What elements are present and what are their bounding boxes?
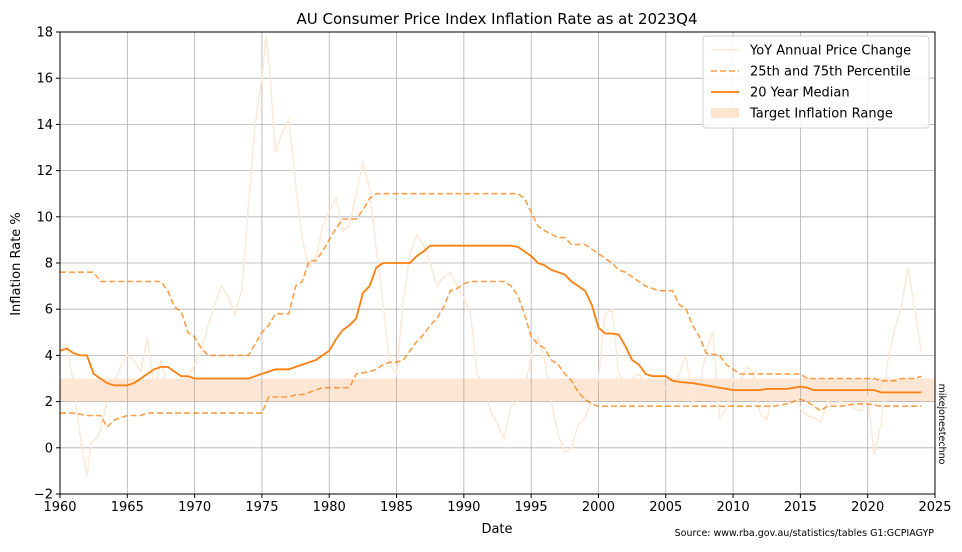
x-tick-label: 1965	[111, 500, 144, 515]
series-75th-percentile-line	[60, 192, 922, 382]
x-tick-label: 2025	[918, 500, 951, 515]
x-tick-label: 1980	[313, 500, 346, 515]
x-tick-label: 2000	[582, 500, 615, 515]
legend-label: 20 Year Median	[750, 86, 850, 101]
target-band	[60, 378, 935, 402]
x-tick-label: 1990	[447, 500, 480, 515]
legend-label: 25th and 75th Percentile	[750, 65, 911, 80]
series-25th-percentile-line	[60, 280, 922, 429]
x-tick-label: 1985	[380, 500, 413, 515]
legend-item-yoy: YoY Annual Price Change	[711, 44, 911, 59]
y-tick-label: 12	[36, 164, 53, 179]
x-tick-label: 1960	[43, 500, 76, 515]
legend-item-percentile: 25th and 75th Percentile	[711, 65, 911, 80]
watermark-text: mikejonestechno	[936, 384, 947, 465]
legend: YoY Annual Price Change 25th and 75th Per…	[702, 35, 930, 129]
chart-title: AU Consumer Price Index Inflation Rate a…	[296, 10, 697, 28]
legend-label: YoY Annual Price Change	[749, 44, 911, 59]
y-tick-label: 6	[45, 303, 53, 318]
y-tick-label: −2	[34, 488, 53, 503]
y-tick-label: 16	[36, 72, 53, 87]
y-tick-label: 2	[45, 395, 53, 410]
x-tick-label: 1970	[178, 500, 211, 515]
y-tick-label: 18	[36, 26, 53, 41]
legend-item-median: 20 Year Median	[711, 86, 850, 101]
x-tick-label: 2005	[649, 500, 682, 515]
series-20-year-median-line	[59, 244, 922, 394]
y-tick-label: 10	[36, 210, 53, 225]
plot-area: 1960 1965 1970 1975 1980 1985 1990 1995 2000 2005…	[34, 26, 952, 516]
source-note: Source: www.rba.gov.au/statistics/tables…	[675, 528, 935, 539]
legend-item-target-band: Target Inflation Range	[711, 107, 893, 122]
x-tick-label: 1975	[245, 500, 278, 515]
y-tick-label: 0	[45, 441, 53, 456]
x-tick-label: 2015	[784, 500, 817, 515]
legend-box	[702, 35, 930, 129]
y-tick-label: 8	[45, 257, 53, 272]
y-tick-label: 14	[36, 118, 53, 133]
x-tick-label: 2010	[717, 500, 750, 515]
series-yoy-annual-line	[59, 36, 923, 476]
x-axis-label: Date	[481, 522, 512, 537]
y-axis-label: Inflation Rate %	[9, 212, 24, 316]
y-tick-label: 4	[45, 349, 53, 364]
x-tick-label: 2020	[851, 500, 884, 515]
legend-swatch	[711, 108, 739, 118]
x-tick-label: 1995	[515, 500, 548, 515]
legend-label: Target Inflation Range	[749, 107, 893, 122]
